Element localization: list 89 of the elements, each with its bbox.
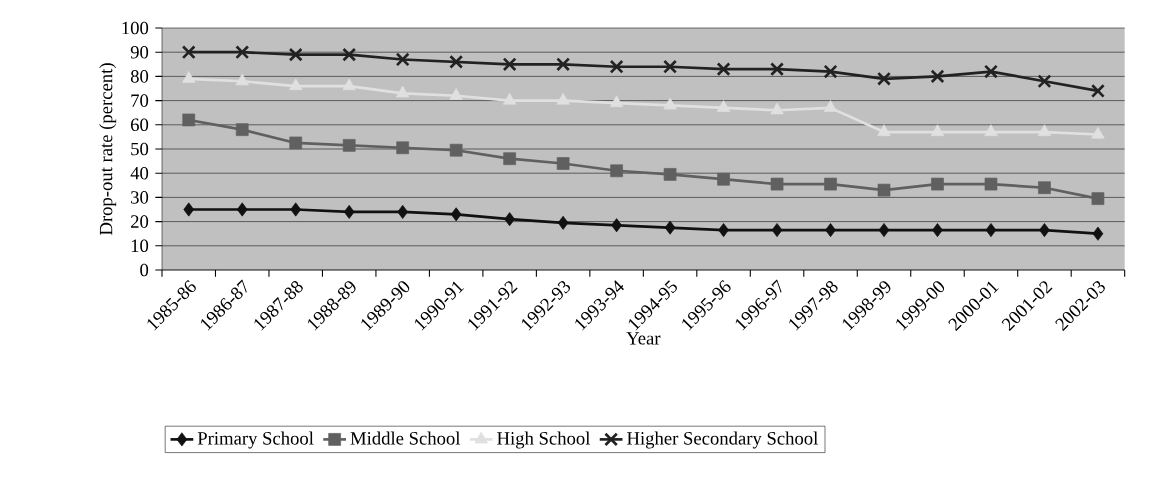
point [396, 141, 410, 155]
y-tick-label: 100 [122, 21, 149, 35]
legend-label: High School [497, 431, 591, 449]
point [984, 124, 998, 137]
point [1092, 226, 1104, 241]
point [716, 100, 731, 112]
y-tick-label: 20 [131, 215, 149, 228]
point [1091, 126, 1105, 139]
point [770, 62, 785, 77]
point [716, 62, 731, 77]
point [182, 71, 196, 83]
point [556, 157, 570, 170]
point [556, 92, 570, 105]
legend-label: Primary School [197, 431, 314, 449]
point [1037, 124, 1052, 137]
y-axis-title: Drop-out rate (percent) [99, 63, 117, 236]
point [556, 57, 571, 72]
point [770, 177, 784, 191]
x-axis-title: Year [626, 332, 661, 345]
point [289, 136, 303, 150]
point [824, 177, 837, 191]
point [1091, 192, 1105, 205]
point [342, 47, 357, 62]
point [236, 202, 248, 217]
point [877, 71, 892, 86]
point [930, 69, 945, 84]
point [502, 92, 517, 105]
point [183, 202, 195, 217]
point [235, 123, 249, 136]
point [878, 223, 890, 238]
point [609, 59, 624, 74]
point [503, 152, 516, 166]
point [611, 218, 622, 233]
y-tick-label: 50 [131, 142, 149, 156]
point [931, 177, 944, 191]
y-tick-label: 70 [131, 94, 149, 107]
point [771, 223, 783, 238]
point [930, 124, 945, 137]
point [449, 54, 464, 69]
point [395, 85, 410, 98]
point [823, 64, 838, 79]
point [983, 64, 998, 79]
point [450, 207, 462, 222]
point [663, 97, 677, 110]
point [502, 57, 517, 72]
legend-label: Middle School [350, 431, 461, 445]
point [1039, 223, 1050, 238]
point [289, 78, 303, 91]
point [235, 73, 249, 86]
point [932, 223, 943, 238]
legend-label: Higher Secondary School [627, 431, 818, 449]
point [342, 139, 356, 152]
point [1038, 181, 1051, 195]
y-tick-label: 90 [130, 45, 149, 59]
point [984, 177, 998, 191]
point [1090, 83, 1105, 98]
y-tick-label: 10 [131, 239, 149, 253]
point [182, 113, 196, 127]
point [343, 204, 355, 219]
point [663, 168, 677, 181]
point [557, 215, 569, 230]
point [1037, 74, 1052, 89]
point [770, 102, 784, 115]
point [877, 183, 891, 197]
y-tick-label: 80 [130, 70, 149, 83]
y-tick-label: 60 [130, 118, 149, 132]
point [449, 88, 463, 100]
point [985, 223, 997, 238]
point [610, 164, 623, 178]
point [395, 52, 410, 67]
point [717, 172, 730, 186]
point [235, 45, 250, 60]
point [342, 78, 356, 91]
point [397, 204, 409, 219]
y-tick-label: 30 [131, 191, 149, 204]
point [288, 47, 303, 62]
point [504, 212, 515, 227]
y-tick-label: 0 [140, 263, 149, 277]
point [664, 220, 676, 235]
point [718, 223, 729, 238]
point [663, 59, 678, 74]
y-tick-label: 40 [130, 166, 149, 180]
point [609, 95, 624, 108]
point [290, 202, 302, 217]
point [823, 100, 838, 112]
point [825, 223, 836, 238]
point [449, 143, 463, 157]
point [181, 45, 196, 60]
point [877, 124, 891, 137]
